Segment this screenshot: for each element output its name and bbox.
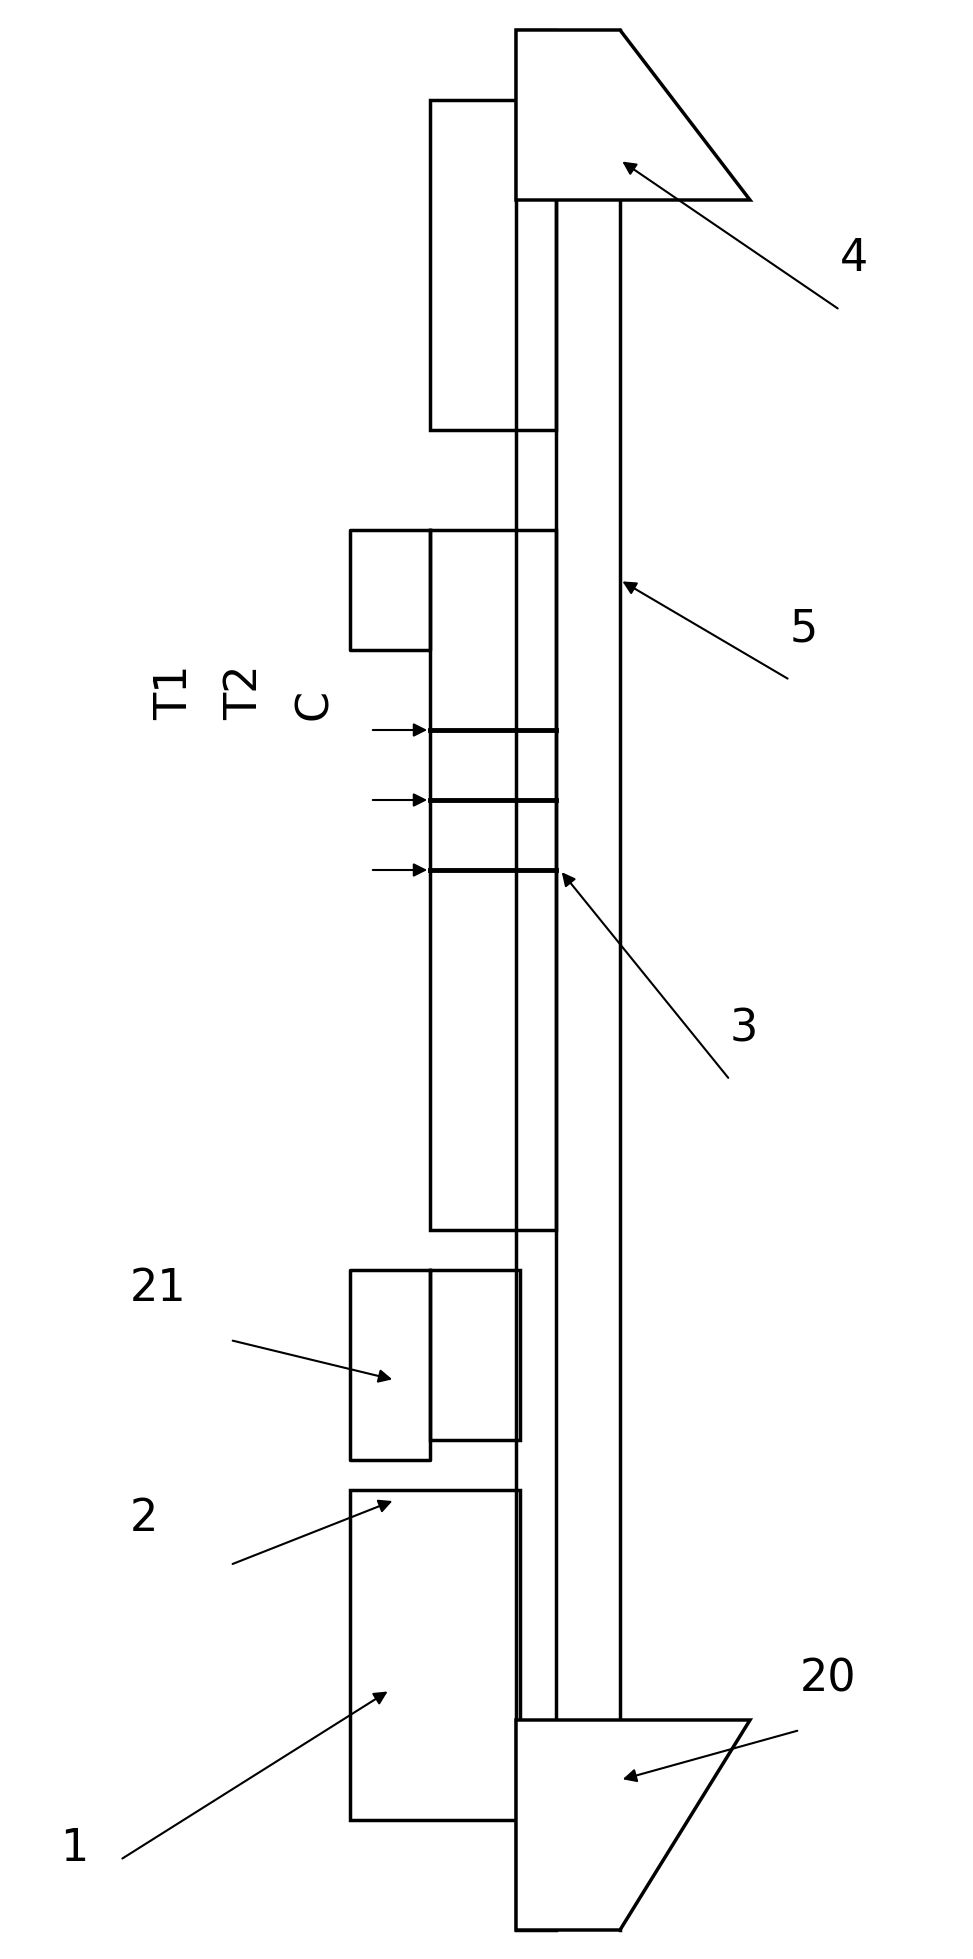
Text: 4: 4 [840, 237, 868, 280]
Text: 3: 3 [730, 1007, 758, 1050]
Text: 2: 2 [130, 1497, 159, 1540]
Text: T1: T1 [154, 664, 197, 721]
Text: T2: T2 [224, 664, 267, 721]
Bar [430, 100, 556, 429]
Polygon shape [516, 29, 750, 200]
Text: C: C [294, 690, 337, 721]
Polygon shape [516, 1720, 750, 1930]
Bar [430, 1269, 520, 1440]
Text: 5: 5 [790, 607, 818, 650]
Text: 20: 20 [800, 1657, 856, 1700]
Bar [350, 1491, 520, 1820]
Bar [430, 531, 556, 1230]
Bar [516, 29, 556, 1930]
Text: 1: 1 [60, 1828, 89, 1871]
Text: 21: 21 [130, 1267, 187, 1311]
